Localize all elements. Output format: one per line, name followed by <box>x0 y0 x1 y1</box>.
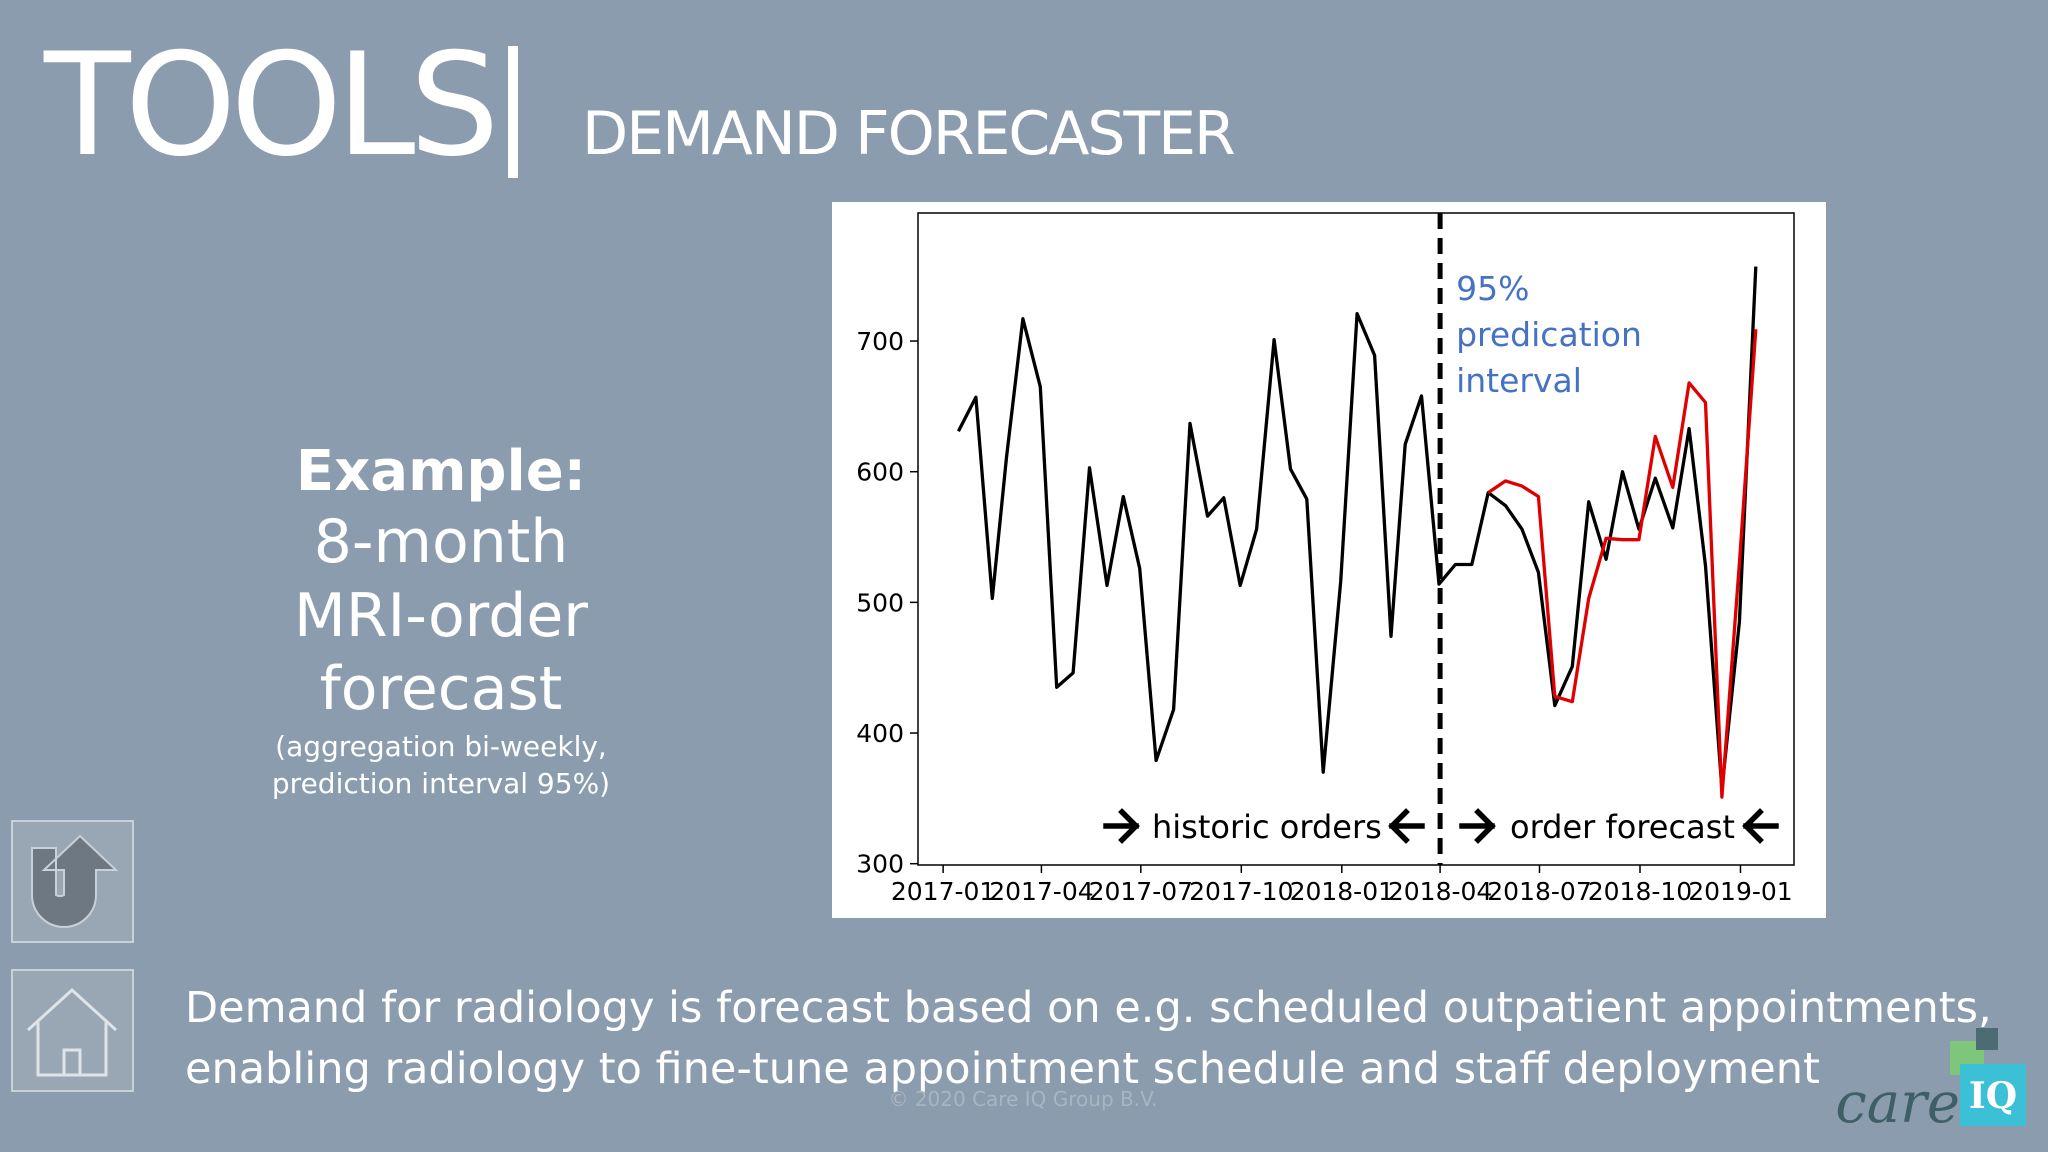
home-button[interactable] <box>11 969 134 1092</box>
x-tick-label: 2018-07 <box>1487 877 1591 906</box>
example-heading: Example: <box>296 439 586 504</box>
y-tick-label: 400 <box>856 719 904 748</box>
y-tick-label: 500 <box>856 588 904 617</box>
x-tick-label: 2018-01 <box>1290 877 1394 906</box>
separator <box>508 46 518 178</box>
subtitle: DEMAND FORECASTER <box>582 99 1234 169</box>
home-icon <box>26 987 118 1077</box>
back-button[interactable] <box>11 820 134 943</box>
plot-frame <box>917 212 1795 866</box>
y-tick-label: 300 <box>856 850 904 879</box>
interval-annotation: interval <box>1456 361 1582 400</box>
x-tick-label: 2017-10 <box>1189 877 1293 906</box>
historic-label: historic orders <box>1152 808 1382 846</box>
y-tick-label: 700 <box>856 327 904 356</box>
logo-square <box>1960 1064 2026 1126</box>
logo-text: IQ <box>1969 1075 2017 1117</box>
button-frame <box>11 969 134 1092</box>
logo-square <box>1976 1028 1998 1050</box>
footer-text: enabling radiology to fine-tune appointm… <box>185 1044 1820 1094</box>
forecast-label: order forecast <box>1510 808 1735 846</box>
series-line <box>1487 329 1758 799</box>
back-icon <box>31 834 119 928</box>
x-tick-label: 2018-04 <box>1388 877 1492 906</box>
y-tick-label: 600 <box>856 458 904 487</box>
example-line: MRI-order <box>294 581 588 651</box>
example-note: (aggregation bi-weekly, <box>275 730 607 763</box>
footer-text: Demand for radiology is forecast based o… <box>185 983 1992 1033</box>
interval-annotation: 95% <box>1456 269 1529 308</box>
logo-text: care <box>1835 1071 1960 1136</box>
example-line: 8-month <box>314 507 569 577</box>
example-note: prediction interval 95%) <box>272 767 610 800</box>
x-tick-label: 2019-01 <box>1688 877 1792 906</box>
arrow <box>1388 808 1425 844</box>
interval-annotation: predication <box>1456 315 1642 354</box>
series-line <box>956 266 1758 791</box>
arrow <box>1103 808 1140 844</box>
logo: care IQ <box>1835 1028 2026 1136</box>
x-tick-label: 2017-01 <box>891 877 995 906</box>
arrow <box>1459 808 1496 844</box>
title: TOOLS <box>43 23 494 188</box>
x-tick-label: 2018-10 <box>1588 877 1692 906</box>
copyright: © 2020 Care IQ Group B.V. <box>888 1087 1157 1111</box>
example-line: forecast <box>320 654 563 724</box>
arrow <box>1742 808 1779 844</box>
chart: 300 400 500 600 700 2017-012017-042017-072017… <box>856 212 1795 906</box>
x-tick-label: 2017-07 <box>1089 877 1193 906</box>
x-tick-label: 2017-04 <box>989 877 1093 906</box>
